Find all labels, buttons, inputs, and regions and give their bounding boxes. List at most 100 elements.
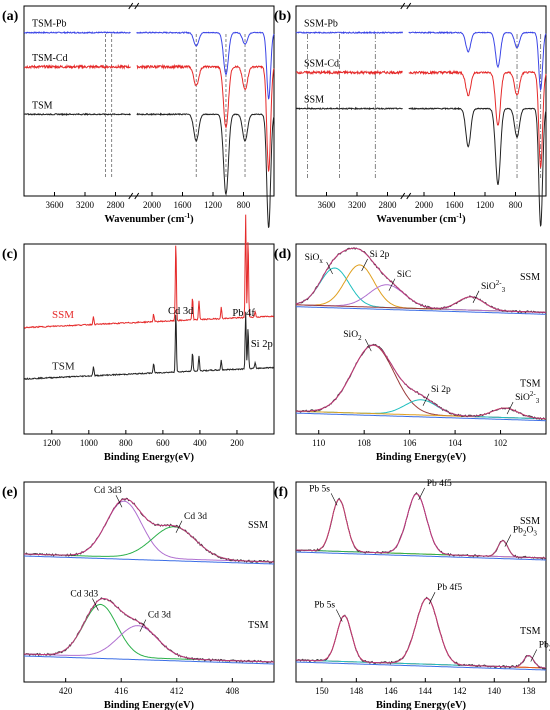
series-line-ssm [295, 106, 547, 227]
x-tick-label: 104 [448, 438, 462, 448]
panel-frame [295, 243, 547, 435]
x-tick-label: 148 [350, 686, 364, 696]
label-pointer [506, 401, 514, 415]
annotation-cd3d: Cd 3d [168, 306, 194, 317]
panel-e: (e) 420 416 412 408 Binding Energy(eV) SSM Cd 3… [2, 481, 275, 710]
component-label-part: Cd 3d3 [94, 486, 122, 496]
x-axis-label-text: Binding Energy(eV) [376, 452, 467, 463]
label-pointer [472, 290, 480, 303]
x-axis-label: Binding Energy(eV) [104, 452, 195, 463]
x-axis-label: Binding Energy(eV) [104, 700, 195, 710]
component-label-part: Si 2p [370, 250, 390, 260]
label-pointer [365, 339, 372, 352]
x-tick-label: 412 [170, 686, 184, 696]
component-label-part: 2- [530, 390, 537, 398]
component-label-part: Pb [539, 640, 549, 650]
component-label: Pb 4f5 [437, 582, 462, 593]
component-label: SiO2-3 [515, 390, 540, 405]
x-tick-label: 416 [114, 686, 128, 696]
component-label-part: 2 [523, 530, 527, 538]
x-axis-label-text: Wavenumber (cm [104, 214, 184, 225]
series-line-ssm [23, 214, 275, 329]
panel-label: (a) [2, 9, 19, 24]
x-tick-label: 106 [403, 438, 417, 448]
raw-data-line [23, 497, 274, 564]
series-label: TSM-Pb [32, 19, 66, 30]
x-tick-label: 800 [509, 200, 523, 210]
component-label: Pb 5s [309, 484, 330, 494]
series-line-tsm [23, 112, 275, 228]
axis-break-mark [400, 2, 406, 10]
component-label-part: O [526, 526, 533, 536]
background-line [24, 555, 274, 565]
component-label-part: 3 [536, 397, 540, 405]
component-curve [24, 500, 274, 563]
series-label: TSM-Cd [32, 53, 68, 64]
label-pointer [428, 592, 436, 605]
x-tick-label: 600 [156, 438, 170, 448]
annotation-pb4f: Pb 4f [232, 308, 255, 319]
group-label: SSM [520, 516, 540, 527]
x-axis-label-text: Binding Energy(eV) [104, 700, 195, 710]
series-label: SSM-Pb [304, 19, 338, 30]
label-pointer [92, 598, 99, 611]
x-axis-label: Wavenumber (cm-1) [104, 212, 194, 225]
panel-label: (f) [274, 485, 288, 500]
component-label: SiO2-3 [481, 279, 506, 294]
x-tick-label: 400 [193, 438, 207, 448]
fit-envelope [24, 498, 274, 563]
x-axis-label-sup: -1 [184, 212, 190, 220]
x-tick-label: 102 [494, 438, 508, 448]
x-tick-label: 110 [312, 438, 326, 448]
x-axis-label-text: Wavenumber (cm [376, 214, 456, 225]
x-tick-label: 140 [488, 686, 502, 696]
fit-envelope [296, 597, 547, 669]
panel-b: (b) 3600 3200 2800 2000 1600 1200 800 Wavenumber… [274, 2, 547, 227]
fit-envelope [24, 597, 274, 663]
x-tick-label: 146 [384, 686, 398, 696]
label-pointer [330, 493, 338, 506]
component-label: Pb2O3 [513, 526, 537, 538]
component-label-part: 2 [358, 334, 362, 342]
label-pointer [530, 649, 538, 662]
x-tick-label: 142 [453, 686, 467, 696]
axis-break-mark [406, 192, 412, 200]
panel-a: (a) 3600 3200 2800 2000 1600 1200 800 Wavenumber… [2, 2, 275, 228]
component-label-part: Pb 5s [314, 601, 335, 611]
component-label-part: Pb 4f5 [437, 582, 462, 593]
x-axis-label-text: Binding Energy(eV) [376, 700, 467, 710]
panel-frame [295, 481, 547, 683]
component-label: SiC [397, 270, 411, 280]
fit-envelope [295, 247, 546, 313]
component-label-part: 3 [533, 530, 537, 538]
label-pointer [336, 609, 343, 622]
x-axis-label: Wavenumber (cm-1) [376, 212, 466, 225]
x-tick-label: 800 [237, 200, 251, 210]
panel-label: (e) [2, 485, 18, 500]
x-axis-label-end: ) [462, 214, 466, 225]
x-axis-label-text: Binding Energy(eV) [104, 452, 195, 463]
label-pointer [361, 258, 368, 272]
x-tick-label: 1000 [80, 438, 99, 448]
x-tick-label: 144 [419, 686, 433, 696]
panel-f: (f) 150 148 146 144 142 140 138 Binding Energy(e… [274, 478, 550, 710]
component-label-part: 3 [502, 286, 506, 294]
component-label: SiO2 [343, 330, 362, 342]
component-label: Cd 3d [184, 512, 207, 522]
component-label-part: Pb 4f5 [427, 478, 452, 489]
component-label: Pb 5s [314, 601, 335, 611]
x-tick-label: 3200 [348, 200, 367, 210]
x-axis-label: Binding Energy(eV) [376, 700, 467, 710]
x-tick-label: 1600 [174, 200, 193, 210]
x-tick-label: 1600 [446, 200, 465, 210]
component-label-part: Cd 3d [184, 512, 207, 522]
component-curve [296, 615, 546, 669]
axis-break-mark [406, 2, 412, 10]
component-label: Cd 3d [148, 611, 171, 621]
series-line-ssm-pb [295, 30, 547, 92]
panel-label: (c) [2, 247, 18, 262]
component-curve [296, 399, 546, 420]
component-label: Pb 4f5 [427, 478, 452, 489]
background-line [296, 551, 546, 561]
